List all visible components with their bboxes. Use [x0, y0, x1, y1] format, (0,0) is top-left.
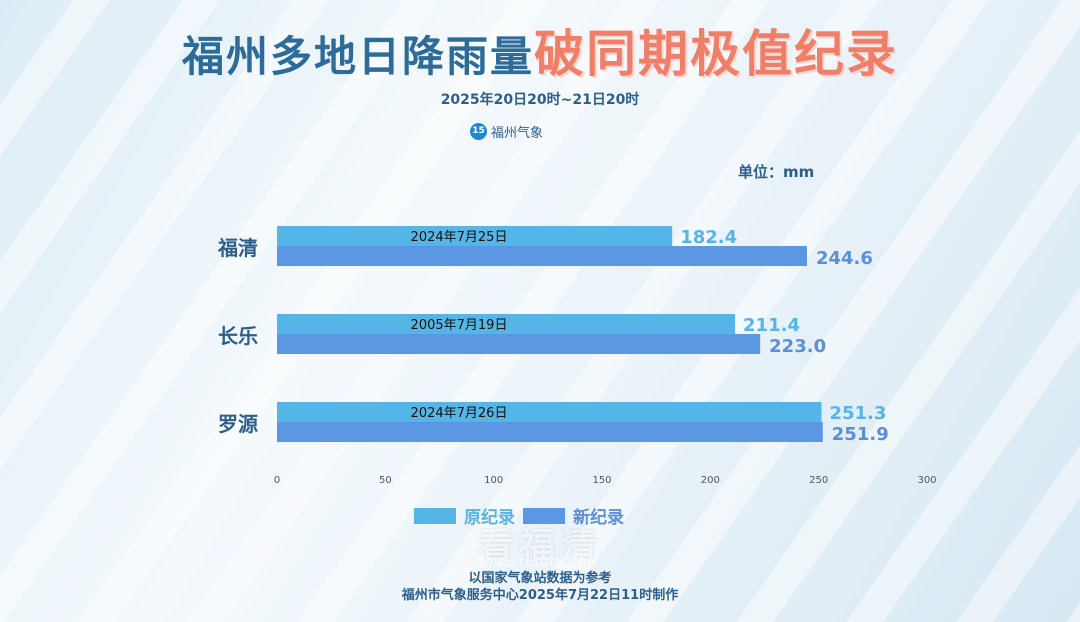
unit-label: 单位：mm	[738, 163, 815, 181]
legend-swatch-old	[414, 507, 456, 524]
value-label-new: 223.0	[769, 336, 826, 357]
x-tick-label: 150	[592, 475, 611, 486]
brand-logo-icon: 15	[470, 122, 487, 140]
x-tick-label: 250	[809, 475, 828, 486]
bar-old-record	[277, 314, 736, 334]
subtitle: 2025年20日20时~21日20时	[440, 92, 640, 108]
legend-item-new: 新纪录	[523, 503, 624, 528]
record-date-label: 2005年7月19日	[411, 318, 508, 333]
value-label-old: 182.4	[680, 227, 737, 248]
category-label: 罗源	[218, 412, 258, 436]
record-date-label: 2024年7月26日	[411, 406, 508, 421]
watermark-url: WWW.FOLOOK.COM	[483, 558, 597, 569]
bar-new-record	[277, 246, 807, 266]
category-label: 长乐	[218, 324, 258, 348]
brand: 15 福州气象	[470, 121, 543, 141]
category-label: 福清	[217, 236, 258, 260]
value-label-new: 251.9	[832, 424, 889, 445]
value-label-new: 244.6	[816, 248, 873, 269]
page-title: 福州多地日降雨量破同期极值纪录	[0, 14, 1080, 86]
footer-line-1: 以国家气象站数据为参考	[468, 571, 612, 586]
bar-old-record	[277, 402, 822, 422]
legend-swatch-new	[523, 507, 565, 524]
title-part-2: 破同期极值纪录	[534, 25, 898, 83]
legend-item-old: 原纪录	[414, 503, 515, 528]
legend-label-old: 原纪录	[464, 508, 515, 528]
legend-label-new: 新纪录	[573, 508, 624, 528]
x-tick-label: 200	[701, 475, 720, 486]
x-tick-label: 50	[379, 475, 392, 486]
bar-new-record	[277, 422, 823, 442]
footer-line-2: 福州市气象服务中心2025年7月22日11时制作	[401, 588, 679, 603]
bar-new-record	[277, 334, 761, 354]
footer: 以国家气象站数据为参考 福州市气象服务中心2025年7月22日11时制作	[0, 570, 1080, 604]
value-label-old: 211.4	[743, 315, 800, 336]
value-label-old: 251.3	[829, 403, 886, 424]
bar-old-record	[277, 226, 673, 246]
x-tick-label: 100	[484, 475, 503, 486]
x-tick-label: 300	[917, 475, 936, 486]
record-date-label: 2024年7月25日	[411, 230, 508, 245]
watermark: 看福清	[476, 526, 603, 567]
legend: 原纪录 新纪录	[414, 503, 624, 528]
title-part-1: 福州多地日降雨量	[181, 32, 534, 81]
x-tick-label: 0	[274, 475, 280, 486]
brand-name: 福州气象	[491, 125, 544, 141]
